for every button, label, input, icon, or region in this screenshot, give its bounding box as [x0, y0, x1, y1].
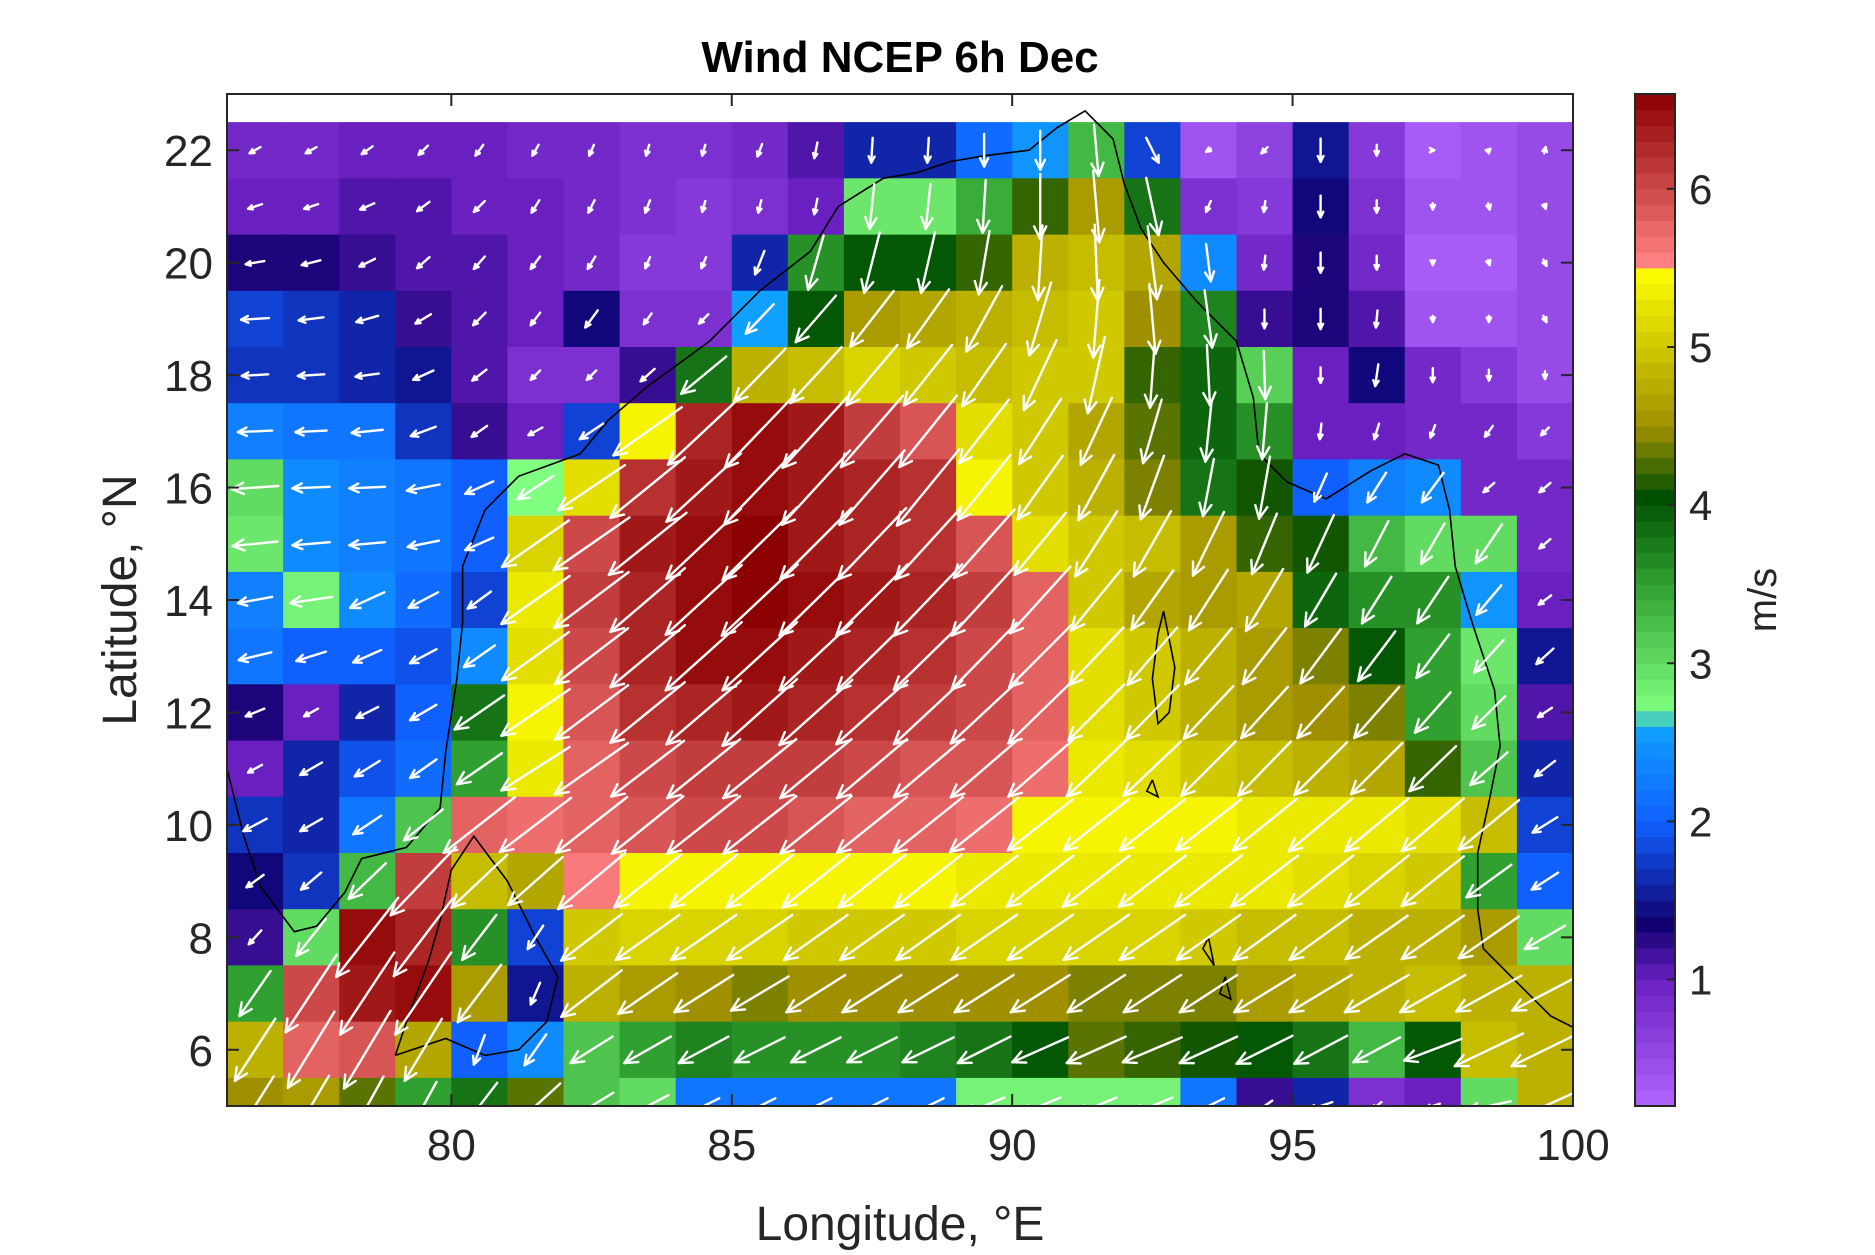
colorbar-segment: [1635, 742, 1675, 758]
wind-arrow: [1487, 316, 1491, 322]
colorbar-segment: [1635, 790, 1675, 806]
colorbar-segment: [1635, 916, 1675, 932]
colorbar-segment: [1635, 505, 1675, 521]
y-tick-label: 22: [164, 127, 213, 176]
colorbar-segment: [1635, 157, 1675, 173]
colorbar-segment: [1635, 489, 1675, 505]
y-axis-label: Latitude, °N: [94, 474, 147, 725]
colorbar-segment: [1635, 331, 1675, 347]
y-tick-label: 14: [164, 577, 213, 626]
y-tick-label: 8: [189, 914, 213, 963]
colorbar-segment: [1635, 600, 1675, 616]
colorbar-segment: [1635, 727, 1675, 743]
colorbar-segment: [1635, 537, 1675, 553]
colorbar-segment: [1635, 300, 1675, 316]
y-tick-label: 20: [164, 240, 213, 289]
colorbar-segment: [1635, 284, 1675, 300]
colorbar-segment: [1635, 315, 1675, 331]
colorbar-segment: [1635, 1074, 1675, 1090]
colorbar-segment: [1635, 647, 1675, 663]
colorbar-segment: [1635, 1090, 1675, 1106]
colorbar-segment: [1635, 679, 1675, 695]
colorbar-segment: [1635, 869, 1675, 885]
colorbar-segment: [1635, 711, 1675, 727]
colorbar-segment: [1635, 363, 1675, 379]
x-tick-label: 95: [1268, 1121, 1317, 1170]
x-tick-label: 80: [427, 1121, 476, 1170]
colorbar-tick-label: 6: [1689, 166, 1712, 213]
colorbar-segment: [1635, 616, 1675, 632]
colorbar-tick-label: 3: [1689, 640, 1712, 687]
x-axis-label: Longitude, °E: [756, 1198, 1045, 1250]
colorbar-segment: [1635, 964, 1675, 980]
colorbar-segment: [1635, 553, 1675, 569]
colorbar-segment: [1635, 1059, 1675, 1075]
colorbar-segment: [1635, 410, 1675, 426]
colorbar-segment: [1635, 821, 1675, 837]
colorbar-segment: [1635, 948, 1675, 964]
y-tick-label: 12: [164, 689, 213, 738]
wind-arrow: [1431, 260, 1435, 265]
colorbar: 1 2 3 4 5 6: [1635, 94, 1712, 1107]
y-tick-label: 18: [164, 352, 213, 401]
colorbar-tick-label: 5: [1689, 324, 1712, 371]
colorbar-label: m/s: [1741, 568, 1785, 632]
colorbar-segment: [1635, 126, 1675, 142]
colorbar-segment: [1635, 695, 1675, 711]
y-tick-label: 16: [164, 465, 213, 514]
colorbar-segment: [1635, 442, 1675, 458]
colorbar-tick-label: 4: [1689, 482, 1712, 529]
colorbar-segment: [1635, 932, 1675, 948]
colorbar-segment: [1635, 774, 1675, 790]
colorbar-segment: [1635, 94, 1675, 110]
y-tick-label: 6: [189, 1027, 213, 1076]
colorbar-segment: [1635, 1011, 1675, 1027]
colorbar-segment: [1635, 995, 1675, 1011]
colorbar-segment: [1635, 632, 1675, 648]
colorbar-segment: [1635, 474, 1675, 490]
colorbar-segment: [1635, 758, 1675, 774]
colorbar-segment: [1635, 205, 1675, 221]
wind-arrow: [1431, 316, 1435, 322]
colorbar-segment: [1635, 837, 1675, 853]
colorbar-segment: [1635, 458, 1675, 474]
colorbar-segment: [1635, 110, 1675, 126]
colorbar-segment: [1635, 268, 1675, 284]
colorbar-segment: [1635, 663, 1675, 679]
colorbar-segment: [1635, 900, 1675, 916]
colorbar-segment: [1635, 1027, 1675, 1043]
colorbar-segment: [1635, 347, 1675, 363]
colorbar-segment: [1635, 394, 1675, 410]
colorbar-segment: [1635, 568, 1675, 584]
wind-arrow: [1430, 148, 1435, 152]
colorbar-tick-label: 2: [1689, 798, 1712, 845]
colorbar-segment: [1635, 426, 1675, 442]
colorbar-segment: [1635, 853, 1675, 869]
colorbar-tick-label: 1: [1689, 957, 1712, 1004]
colorbar-segment: [1635, 236, 1675, 252]
y-tick-label: 10: [164, 802, 213, 851]
colorbar-segment: [1635, 173, 1675, 189]
colorbar-segment: [1635, 252, 1675, 268]
x-tick-label: 85: [707, 1121, 756, 1170]
colorbar-segment: [1635, 1043, 1675, 1059]
chart-title: Wind NCEP 6h Dec: [701, 33, 1098, 82]
colorbar-segment: [1635, 885, 1675, 901]
colorbar-segment: [1635, 584, 1675, 600]
x-tick-label: 90: [988, 1121, 1037, 1170]
x-tick-label: 100: [1536, 1121, 1609, 1170]
colorbar-segment: [1635, 521, 1675, 537]
colorbar-segment: [1635, 189, 1675, 205]
colorbar-segment: [1635, 379, 1675, 395]
colorbar-segment: [1635, 806, 1675, 822]
wind-arrow: [1431, 203, 1435, 209]
colorbar-segment: [1635, 980, 1675, 996]
colorbar-segment: [1635, 221, 1675, 237]
colorbar-segment: [1635, 141, 1675, 157]
